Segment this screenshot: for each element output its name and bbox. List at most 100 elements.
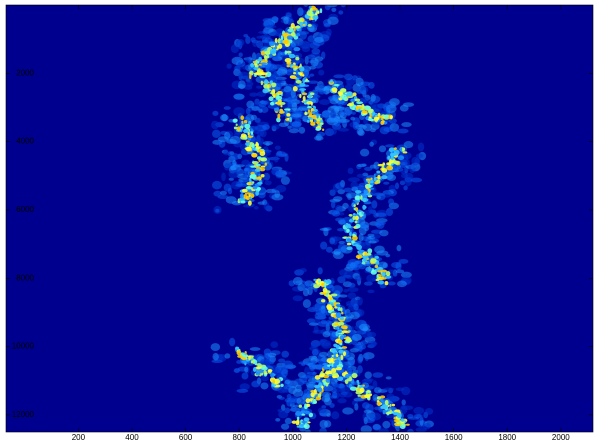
texture-core	[265, 372, 268, 374]
texture-core	[343, 326, 347, 329]
texture-core	[331, 293, 338, 296]
chart: 2004006008001000120014001600180020002000…	[0, 0, 598, 441]
texture-core	[389, 404, 391, 407]
texture-core	[345, 374, 350, 379]
y-tick-label: 8000	[16, 273, 34, 282]
texture-haze	[311, 343, 317, 348]
texture-core	[262, 88, 268, 93]
texture-core	[400, 424, 406, 429]
texture-haze	[372, 372, 383, 378]
texture-core	[347, 91, 353, 96]
texture-haze	[211, 343, 220, 351]
texture-haze	[383, 127, 392, 132]
texture-haze	[277, 83, 281, 88]
x-tick-label: 1200	[338, 433, 356, 441]
texture-core	[347, 243, 352, 246]
texture-core	[360, 214, 364, 216]
texture-haze	[342, 203, 348, 209]
texture-haze	[241, 372, 248, 379]
texture-haze	[357, 128, 364, 135]
x-tick-label: 800	[233, 433, 247, 441]
texture-core	[367, 248, 372, 253]
texture-haze	[397, 280, 407, 287]
texture-core	[289, 117, 292, 122]
texture-haze	[309, 363, 316, 372]
texture-haze	[252, 39, 257, 47]
texture-core	[288, 53, 292, 55]
texture-core	[299, 22, 303, 26]
texture-core	[301, 420, 307, 423]
texture-core	[308, 24, 312, 27]
texture-haze	[397, 245, 402, 251]
texture-haze	[287, 97, 296, 104]
texture-core	[386, 162, 391, 165]
texture-core	[300, 25, 303, 27]
texture-haze	[416, 153, 423, 158]
texture-core	[340, 316, 344, 320]
texture-core	[355, 224, 360, 229]
texture-haze	[256, 86, 262, 89]
texture-core	[356, 101, 363, 104]
texture-haze	[282, 361, 293, 369]
y-tick-label: 6000	[16, 205, 34, 214]
texture-haze	[332, 285, 343, 294]
texture-haze	[342, 407, 353, 414]
texture-haze	[283, 17, 288, 25]
texture-core	[361, 111, 368, 114]
texture-haze	[333, 196, 342, 201]
texture-core	[274, 108, 277, 112]
texture-haze	[212, 181, 222, 189]
texture-haze	[405, 159, 410, 166]
texture-core	[315, 375, 321, 380]
texture-haze	[340, 111, 346, 115]
texture-haze	[363, 124, 372, 132]
texture-haze	[355, 330, 366, 334]
texture-haze	[373, 424, 382, 430]
texture-haze	[333, 94, 339, 100]
texture-core	[335, 362, 339, 365]
texture-haze	[278, 411, 288, 419]
texture-haze	[269, 32, 280, 37]
texture-core	[386, 271, 391, 276]
texture-haze	[338, 128, 349, 132]
texture-core	[301, 411, 305, 414]
texture-core	[251, 153, 257, 157]
texture-core	[341, 94, 347, 100]
texture-core	[252, 181, 254, 183]
texture-core	[236, 124, 238, 127]
texture-core	[391, 155, 394, 161]
texture-core	[334, 324, 338, 326]
texture-core	[248, 182, 251, 186]
texture-core	[314, 389, 317, 394]
texture-core	[257, 182, 262, 185]
texture-core	[380, 277, 387, 280]
texture-core	[322, 129, 324, 132]
texture-haze	[212, 130, 221, 138]
texture-haze	[403, 102, 414, 107]
texture-core	[403, 151, 408, 153]
texture-core	[322, 363, 328, 365]
texture-haze	[333, 383, 339, 387]
texture-core	[273, 95, 276, 98]
texture-core	[240, 193, 244, 199]
texture-haze	[243, 34, 248, 37]
texture-haze	[402, 399, 406, 405]
texture-core	[309, 18, 311, 21]
texture-core	[277, 114, 280, 119]
texture-core	[244, 124, 250, 129]
texture-haze	[358, 345, 362, 352]
texture-core	[303, 96, 306, 102]
texture-haze	[263, 29, 270, 35]
texture-haze	[370, 165, 377, 169]
texture-haze	[237, 389, 249, 393]
texture-haze	[383, 182, 389, 185]
texture-core	[349, 232, 351, 236]
texture-haze	[224, 184, 232, 192]
texture-haze	[243, 204, 254, 207]
texture-core	[261, 174, 265, 177]
texture-haze	[264, 348, 271, 355]
texture-haze	[319, 99, 330, 105]
texture-haze	[224, 353, 230, 358]
texture-core	[261, 62, 267, 65]
texture-core	[245, 147, 252, 151]
